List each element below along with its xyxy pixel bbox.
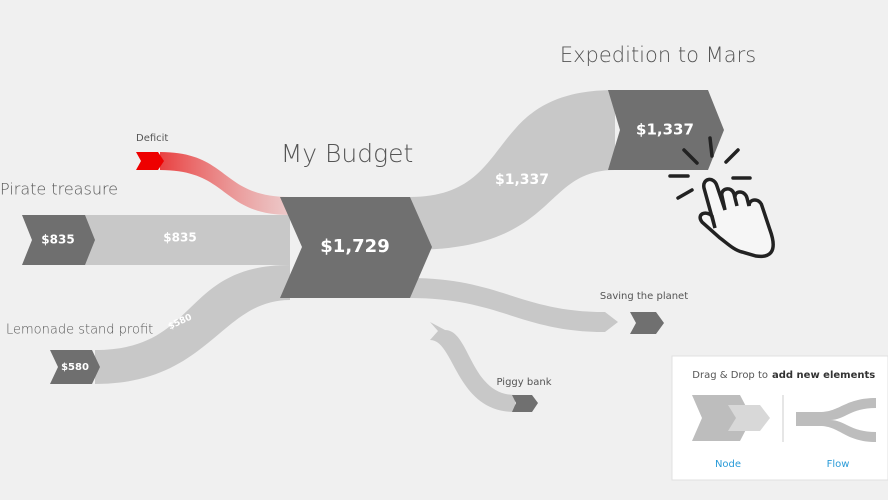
node-value: $1,337 xyxy=(636,121,694,139)
node-value: $1,729 xyxy=(320,236,389,257)
node-title: My Budget xyxy=(281,139,414,168)
node-saving[interactable] xyxy=(630,312,664,334)
node-pirate[interactable] xyxy=(22,215,95,265)
node-budget[interactable] xyxy=(280,197,432,298)
node-title: Piggy bank xyxy=(497,377,552,388)
node-lemonade[interactable] xyxy=(50,350,100,384)
node-mars[interactable] xyxy=(608,90,724,170)
palette-title: Drag & Drop to xyxy=(692,370,768,381)
palette-item[interactable]: Flow xyxy=(827,459,850,470)
flow-label: $835 xyxy=(163,231,196,245)
node-title: Deficit xyxy=(136,133,168,144)
palette-emphasis: add new elements xyxy=(772,370,875,381)
flow-mars[interactable] xyxy=(410,90,615,250)
flow-piggy[interactable] xyxy=(430,322,515,412)
node-title: Expedition to Mars xyxy=(560,43,756,67)
palette-item[interactable]: Node xyxy=(715,459,741,470)
click-cursor-icon xyxy=(668,136,775,259)
node-value: $580 xyxy=(61,362,89,373)
flow-pirate[interactable] xyxy=(85,215,290,265)
palette: Drag & Drop to add new elements Node Flo… xyxy=(671,355,888,481)
flow-lemonade[interactable] xyxy=(95,265,290,384)
node-piggy[interactable] xyxy=(512,395,538,412)
node-value: $835 xyxy=(41,233,74,247)
node-title: Pirate treasure xyxy=(0,180,118,199)
flow-deficit[interactable] xyxy=(160,152,290,215)
node-title: Lemonade stand profit xyxy=(6,323,153,338)
flow-tool[interactable] xyxy=(796,398,876,442)
flow-label: $1,337 xyxy=(495,172,549,188)
node-deficit[interactable] xyxy=(136,152,164,170)
node-title: Saving the planet xyxy=(600,291,688,302)
node-tool[interactable] xyxy=(728,405,770,431)
flow-saving[interactable] xyxy=(410,278,618,332)
